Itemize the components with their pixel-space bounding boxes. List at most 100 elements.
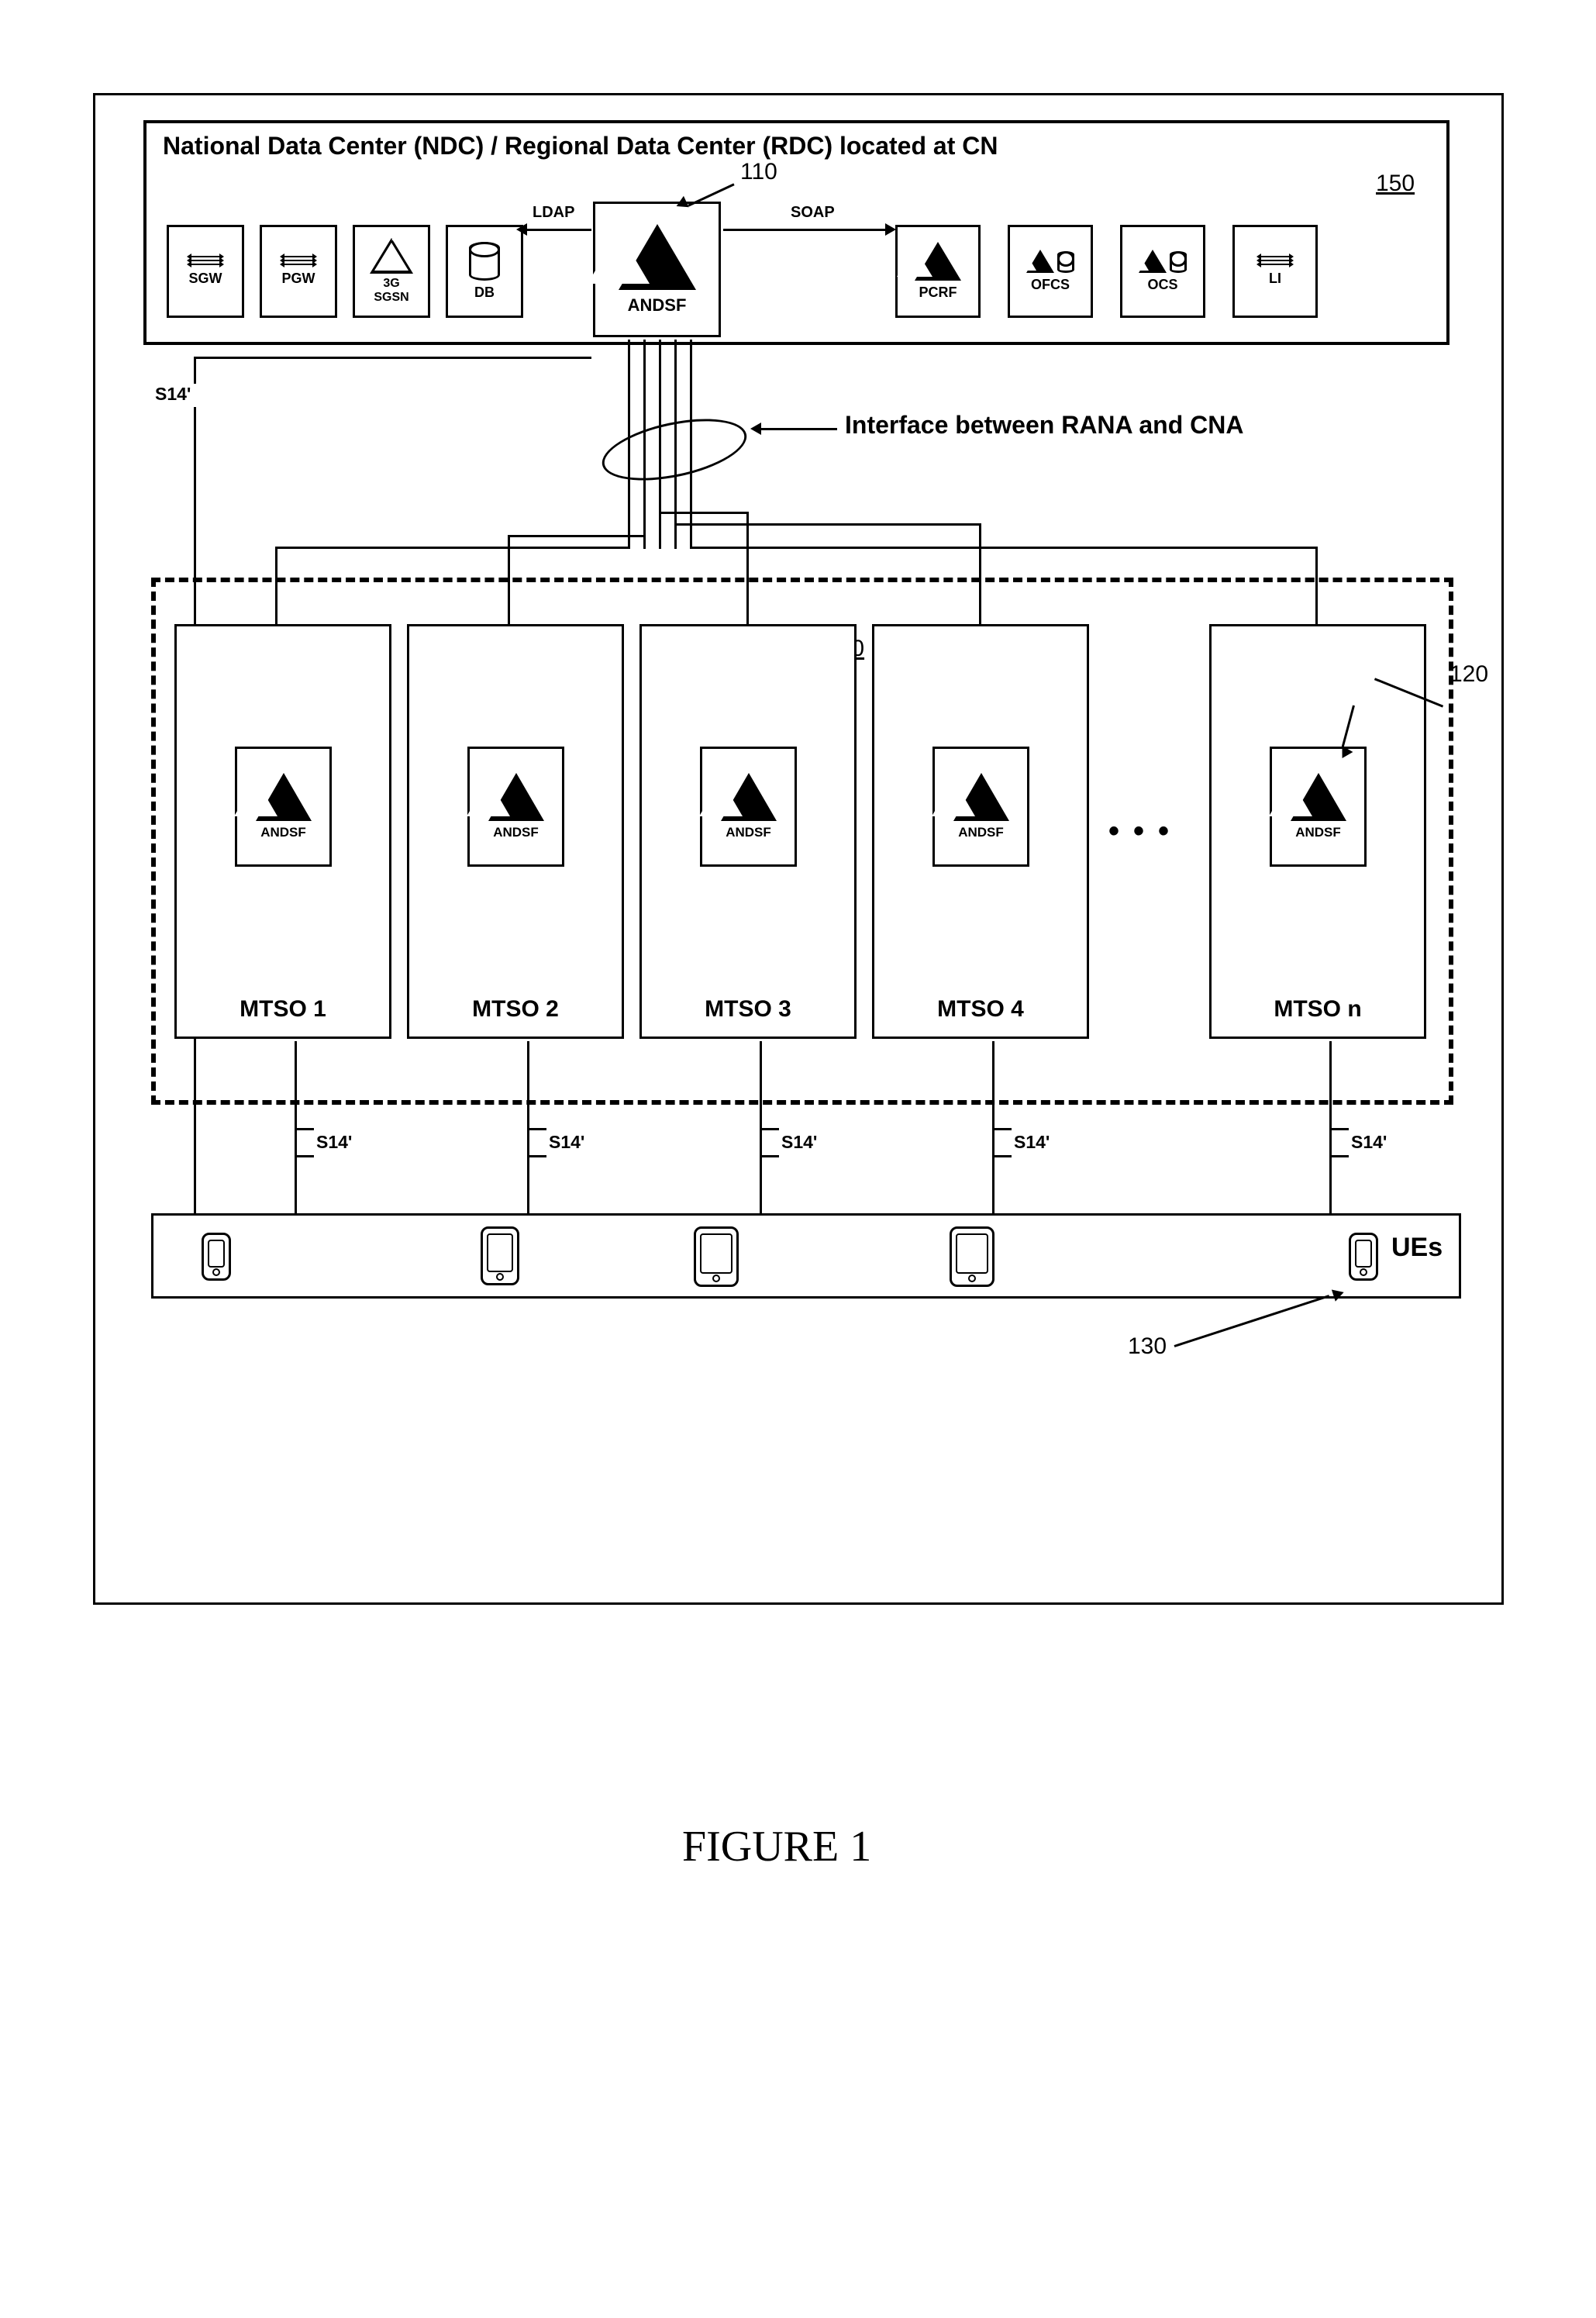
s14-top-vline [194, 357, 196, 384]
ndc-ref: 150 [1376, 171, 1415, 197]
comp-li: LI [1232, 225, 1318, 318]
conn-line-4 [674, 340, 677, 549]
triangle-icon [488, 773, 544, 821]
phone-2 [481, 1226, 519, 1285]
comp-pgw-label: PGW [282, 271, 315, 287]
s14-1-v [295, 1041, 297, 1213]
comp-ofcs-label: OFCS [1031, 278, 1070, 293]
mtso-1: ANDSF MTSO 1 [174, 624, 391, 1039]
comp-db: DB [446, 225, 523, 318]
triangle-icon [370, 238, 413, 274]
conn-line-5 [690, 340, 692, 549]
triangle-icon [256, 773, 312, 821]
s14-3-v [760, 1041, 762, 1213]
soap-arrow-head [885, 223, 896, 236]
s14-4-h2 [992, 1155, 1012, 1157]
phone-3 [694, 1226, 739, 1287]
comp-pgw: PGW [260, 225, 337, 318]
ldap-arrow-head [516, 223, 527, 236]
mtso-2: ANDSF MTSO 2 [407, 624, 624, 1039]
s14-3: S14' [781, 1132, 817, 1153]
andsf-ref-120: 120 [1449, 661, 1488, 688]
mtso-4: ANDSF MTSO 4 [872, 624, 1089, 1039]
ndc-title: National Data Center (NDC) / Regional Da… [163, 132, 998, 160]
comp-sgw: SGW [167, 225, 244, 318]
mtso-2-andsf: ANDSF [493, 826, 539, 840]
comp-sgsn-label: 3G SGSN [374, 277, 408, 304]
comp-ocs-label: OCS [1147, 278, 1177, 293]
mtso-n-label: MTSO n [1212, 996, 1424, 1023]
conn-h-1 [275, 547, 630, 549]
mtso-n-inner: ANDSF [1270, 747, 1367, 867]
ues-label: UEs [1391, 1233, 1443, 1263]
s14-4-h [992, 1128, 1012, 1130]
s14-2-h2 [527, 1155, 546, 1157]
triangle-icon [619, 224, 696, 290]
comp-sgsn: 3G SGSN [353, 225, 430, 318]
triangle-disk-icon [1026, 250, 1074, 273]
interface-label: Interface between RANA and CNA [845, 411, 1243, 440]
conn-line-1 [628, 340, 630, 549]
conn-h-2 [508, 535, 646, 537]
interface-arrow-head [750, 423, 761, 435]
s14-2: S14' [549, 1132, 584, 1153]
comp-ocs: OCS [1120, 225, 1205, 318]
switch-icon [1261, 256, 1289, 265]
disk-icon [469, 242, 500, 281]
s14-n-h2 [1329, 1155, 1349, 1157]
mtso-n-andsf: ANDSF [1295, 826, 1341, 840]
switch-icon [191, 256, 219, 265]
triangle-icon [915, 242, 961, 281]
ues-box [151, 1213, 1461, 1299]
s14-2-v [527, 1041, 529, 1213]
s14-top-hline [194, 357, 591, 359]
phone-1: .phone::before{top:6px;left:5px;right:5p… [202, 1233, 231, 1281]
s14-1-h [295, 1128, 314, 1130]
triangle-icon [721, 773, 777, 821]
mtso-2-inner: ANDSF [467, 747, 564, 867]
mtso-3-label: MTSO 3 [642, 996, 854, 1023]
mtso-1-andsf: ANDSF [260, 826, 306, 840]
ldap-label: LDAP [533, 204, 574, 222]
comp-db-label: DB [474, 285, 495, 301]
s14-3-h [760, 1128, 779, 1130]
conn-h-5 [690, 547, 1318, 549]
comp-andsf-main: ANDSF [593, 202, 721, 337]
s14-4: S14' [1014, 1132, 1050, 1153]
triangle-icon [953, 773, 1009, 821]
soap-label: SOAP [791, 204, 835, 222]
s14-1-h2 [295, 1155, 314, 1157]
mtso-dots: ••• [1108, 814, 1183, 849]
comp-sgw-label: SGW [189, 271, 222, 287]
s14-n-v [1329, 1041, 1332, 1213]
s14-4-v [992, 1041, 994, 1213]
phone-5 [1349, 1233, 1378, 1281]
comp-ofcs: OFCS [1008, 225, 1093, 318]
s14-n: S14' [1351, 1132, 1387, 1153]
comp-pcrf: PCRF [895, 225, 981, 318]
comp-li-label: LI [1269, 271, 1281, 287]
triangle-disk-icon [1139, 250, 1187, 273]
s14-n-h [1329, 1128, 1349, 1130]
s14-2-h [527, 1128, 546, 1130]
triangle-icon [1291, 773, 1346, 821]
conn-h-4 [674, 523, 981, 526]
mtso-4-andsf: ANDSF [958, 826, 1004, 840]
mtso-3-inner: ANDSF [700, 747, 797, 867]
conn-line-2 [643, 340, 646, 549]
soap-arrow-line [723, 229, 886, 231]
figure-label: FIGURE 1 [682, 1822, 871, 1871]
comp-pcrf-label: PCRF [919, 285, 957, 301]
s14-3-h2 [760, 1155, 779, 1157]
s14-top: S14' [155, 384, 191, 405]
ldap-arrow-line [526, 229, 591, 231]
s14-1: S14' [316, 1132, 352, 1153]
mtso-1-inner: ANDSF [235, 747, 332, 867]
comp-andsf-label: ANDSF [628, 296, 687, 315]
ues-ref: 130 [1128, 1333, 1167, 1360]
mtso-3-andsf: ANDSF [726, 826, 771, 840]
mtso-3: ANDSF MTSO 3 [639, 624, 857, 1039]
andsf-ref-110: 110 [740, 159, 777, 185]
interface-arrow-line [760, 428, 837, 430]
mtso-2-label: MTSO 2 [409, 996, 622, 1023]
